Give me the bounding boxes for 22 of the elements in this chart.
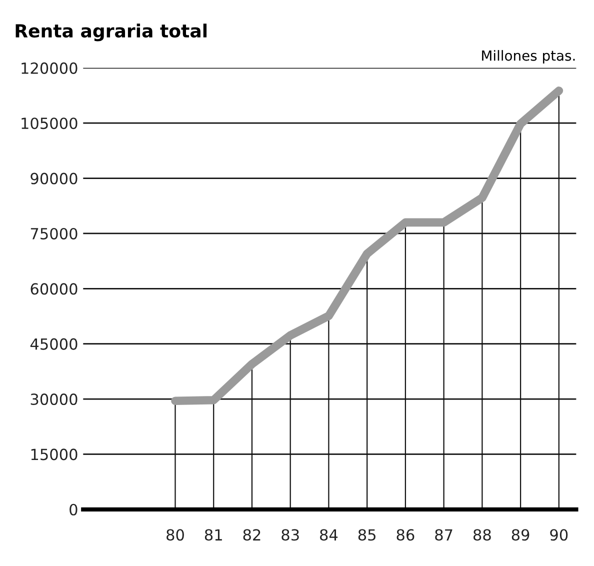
y-tick-label: 45000 [30, 338, 78, 350]
y-axis-title: Millones ptas. [482, 50, 575, 64]
chart-title: Renta agraria total [16, 24, 207, 42]
x-tick-label: 80 [166, 529, 184, 541]
y-tick-label: 15000 [31, 448, 78, 460]
x-tick-label: 82 [243, 529, 260, 541]
x-tick-label: 89 [512, 529, 530, 541]
y-tick-label: 60000 [30, 283, 78, 295]
x-tick-label: 84 [320, 529, 338, 541]
y-tick-label: 0 [70, 504, 78, 516]
y-tick-label: 120000 [22, 62, 78, 74]
y-tick-label: 90000 [30, 172, 78, 184]
x-tick-label: 81 [204, 529, 222, 541]
x-tick-label: 88 [473, 529, 491, 541]
x-tick-label: 90 [550, 529, 568, 541]
y-tick-label: 30000 [30, 393, 78, 406]
x-tick-label: 86 [396, 529, 414, 541]
x-tick-label: 85 [358, 529, 376, 541]
x-tick-label: 83 [282, 529, 299, 541]
y-tick-label: 75000 [30, 228, 78, 240]
y-tick-label: 105000 [22, 118, 78, 130]
x-tick-label: 87 [435, 529, 452, 541]
